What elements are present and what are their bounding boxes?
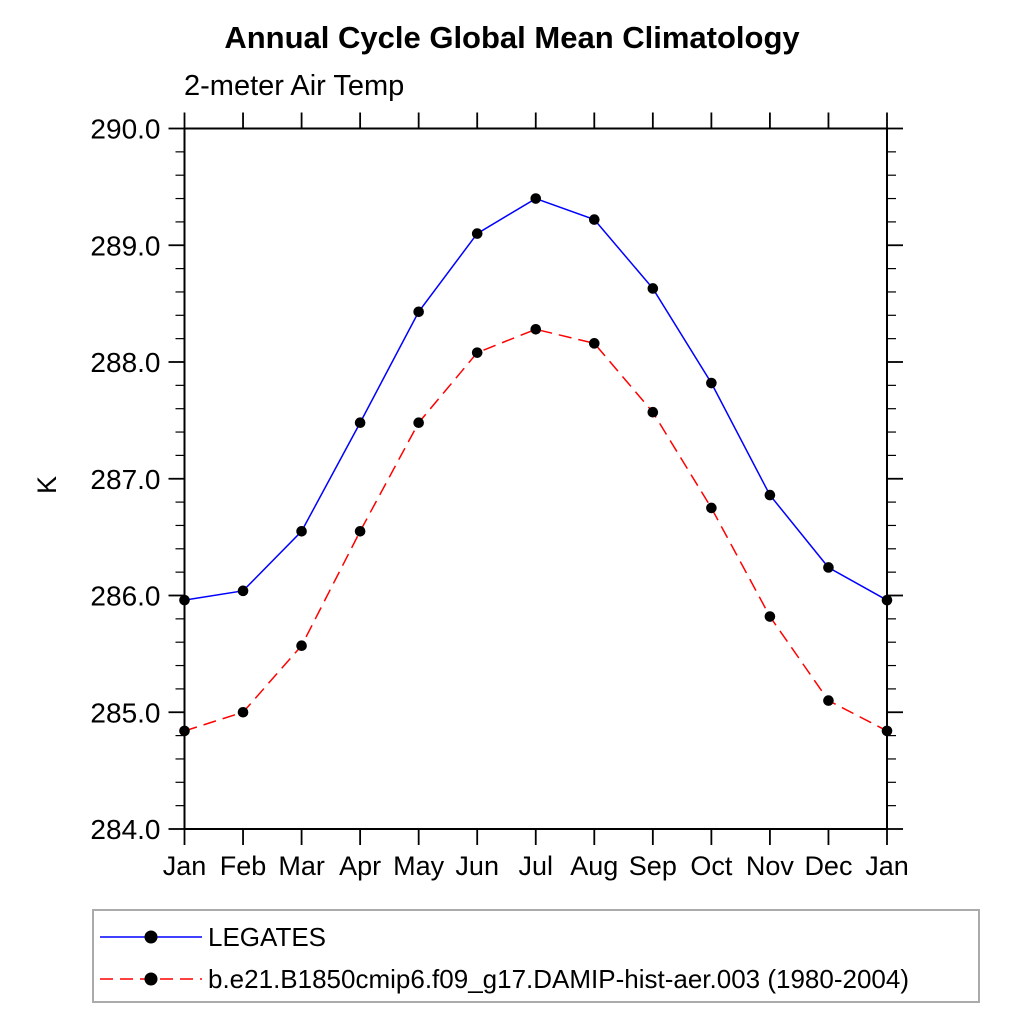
x-tick-label: Feb [220, 851, 267, 881]
data-point-series-0 [237, 585, 249, 597]
y-tick-label: 290.0 [90, 114, 160, 145]
data-point-series-1 [588, 338, 600, 349]
data-point-series-0 [530, 193, 542, 204]
data-point-series-1 [647, 406, 659, 418]
x-tick-label: May [393, 851, 445, 881]
x-tick-label: Mar [278, 851, 325, 881]
x-tick-label: Nov [746, 851, 795, 881]
data-point-series-1 [881, 725, 893, 737]
data-point-series-1 [823, 695, 834, 706]
x-tick-label: Sep [629, 851, 677, 881]
x-tick-label: Oct [690, 851, 733, 881]
data-point-series-1 [706, 502, 717, 514]
x-tick-label: Jul [518, 851, 553, 881]
data-point-series-0 [647, 283, 659, 294]
legend-label-model: b.e21.B1850cmip6.f09_g17.DAMIP-hist-aer.… [208, 963, 909, 994]
chart-title: Annual Cycle Global Mean Climatology [224, 20, 800, 55]
data-point-series-1 [413, 417, 424, 429]
series-line-0 [184, 197, 888, 601]
legend-item-model: b.e21.B1850cmip6.f09_g17.DAMIP-hist-aer.… [94, 958, 978, 1000]
data-point-series-1 [354, 525, 366, 537]
legend-sample-marker-icon [144, 930, 158, 944]
data-point-series-1 [530, 324, 542, 335]
plot-frame [183, 127, 888, 830]
data-point-series-0 [471, 228, 483, 239]
legend-sample-dashed-line [100, 972, 202, 986]
data-point-series-0 [881, 594, 893, 606]
x-tick-label: Jun [455, 851, 499, 881]
data-point-series-0 [179, 594, 190, 606]
x-tick-label: Aug [570, 851, 618, 881]
legend-box: LEGATES b.e21.B1850cmip6.f09_g17.DAMIP-h… [92, 909, 980, 1003]
data-point-series-1 [764, 611, 776, 622]
y-tick-label: 285.0 [90, 697, 160, 728]
y-tick-label: 287.0 [90, 464, 160, 495]
x-tick-label: Dec [804, 851, 852, 881]
data-point-series-1 [471, 347, 483, 358]
y-tick-label: 288.0 [90, 347, 160, 378]
data-point-series-0 [764, 489, 776, 501]
x-tick-label: Jan [865, 851, 909, 881]
data-point-series-0 [706, 377, 717, 389]
data-point-series-0 [588, 214, 600, 225]
y-tick-label: 289.0 [90, 230, 160, 261]
data-point-series-0 [354, 417, 366, 429]
legend-sample-solid-line [100, 930, 202, 944]
data-point-series-0 [823, 562, 834, 573]
data-point-series-1 [237, 706, 249, 718]
y-tick-label: 286.0 [90, 581, 160, 612]
legend-label-legates: LEGATES [208, 921, 327, 952]
chart-subtitle: 2-meter Air Temp [184, 70, 405, 102]
x-tick-label: Jan [163, 851, 207, 881]
series-line-1 [184, 328, 888, 732]
data-point-series-0 [296, 525, 307, 537]
data-point-series-1 [179, 725, 190, 737]
legend-item-legates: LEGATES [94, 916, 978, 958]
data-point-series-1 [296, 640, 307, 652]
x-tick-label: Apr [339, 851, 381, 881]
y-tick-label: 284.0 [90, 814, 160, 845]
data-point-series-0 [413, 306, 424, 318]
legend-sample-marker-icon [144, 972, 158, 986]
